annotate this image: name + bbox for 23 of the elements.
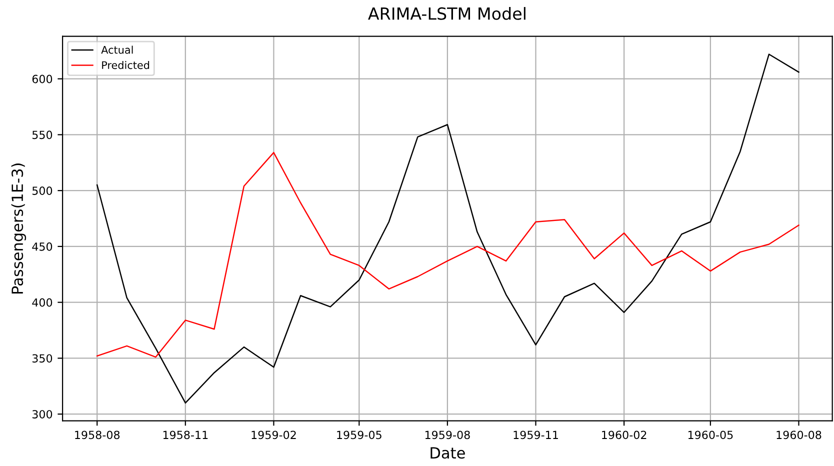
legend-label: Actual	[101, 46, 133, 54]
y-tick-label: 400	[32, 298, 52, 307]
y-tick-label: 450	[32, 242, 52, 251]
x-tick-label: 1959-02	[252, 430, 296, 440]
x-tick-label: 1959-05	[337, 430, 382, 440]
legend-label: Predicted	[102, 61, 150, 70]
x-tick-label: 1960-08	[776, 430, 822, 440]
line-series	[96, 152, 800, 358]
y-tick-label: 550	[32, 130, 52, 140]
x-axis-title: Date	[430, 447, 465, 459]
y-tick-label: 300	[32, 410, 52, 418]
y-tick-label: 500	[32, 186, 52, 195]
x-tick-label: 1960-05	[688, 430, 733, 440]
x-tick-label: 1959-08	[425, 430, 470, 440]
y-tick-label: 350	[32, 354, 52, 363]
x-tick-label: 1959-11	[514, 430, 558, 440]
x-tick-label: 1960-02	[602, 430, 646, 440]
x-tick-label: 1958-11	[163, 430, 208, 440]
line-series	[96, 54, 800, 404]
chart-title: ARIMA-LSTM Model	[368, 7, 526, 20]
x-tick-label: 1958-08	[75, 430, 120, 440]
y-tick-label: 600	[32, 74, 52, 84]
y-axis-title: Passengers(1E-3)	[11, 164, 26, 294]
